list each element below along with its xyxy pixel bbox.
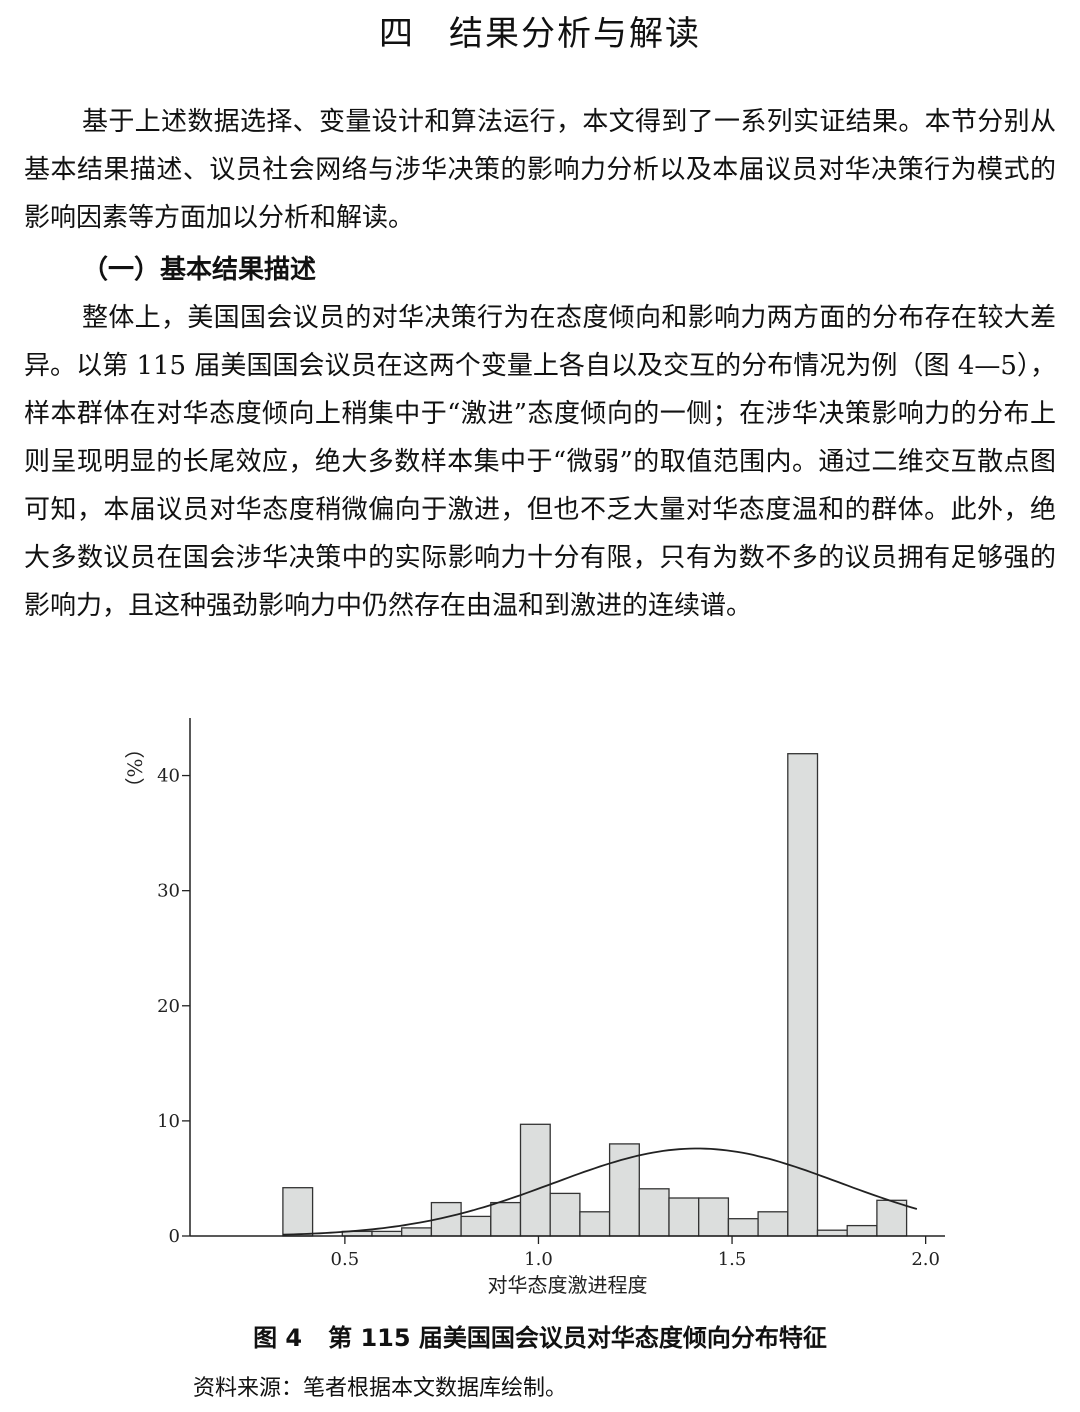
figure-title: 第 115 届美国国会议员对华态度倾向分布特征 (328, 1324, 827, 1352)
histogram-bar (282, 1187, 314, 1237)
histogram-bar (579, 1211, 611, 1237)
histogram-bar (757, 1211, 789, 1237)
figure-chart: 0 10 20 30 40 0.5 1.0 1.5 2.0 对华态度激进程度 （%） (120, 700, 980, 1310)
x-tick-label: 1.0 (524, 1249, 553, 1270)
y-tick-label: 40 (157, 766, 180, 787)
histogram-bar (668, 1197, 700, 1237)
histogram-bar (787, 753, 819, 1237)
figure-source: 资料来源：笔者根据本文数据库绘制。 (193, 1376, 568, 1401)
histogram-bar (727, 1218, 759, 1237)
x-axis-label: 对华态度激进程度 (488, 1273, 648, 1297)
histogram-bar (549, 1192, 581, 1237)
normal-curve (282, 1147, 918, 1236)
histogram-bar (698, 1197, 730, 1237)
histogram-bar (608, 1143, 640, 1237)
histogram-bar (846, 1224, 878, 1237)
x-tick-label: 2.0 (911, 1249, 940, 1270)
body-paragraph: 整体上，美国国会议员的对华决策行为在态度倾向和影响力两方面的分布存在较大差异。以… (24, 303, 1056, 621)
histogram-bar (460, 1215, 492, 1237)
figure-number: 图 4 (253, 1324, 303, 1352)
histogram-bar (876, 1199, 908, 1237)
figure-caption: 图 4 第 115 届美国国会议员对华态度倾向分布特征 (0, 1318, 1080, 1353)
y-tick-label: 0 (169, 1226, 180, 1247)
histogram-bar (401, 1227, 433, 1237)
histogram-bar (490, 1201, 522, 1237)
subsection-title: （一）基本结果描述 (82, 255, 317, 285)
y-axis-label: （%） (123, 738, 147, 797)
y-tick-label: 10 (157, 1111, 180, 1132)
x-tick-label: 1.5 (718, 1249, 747, 1270)
section-number: 四 (379, 14, 415, 54)
x-tick-label: 0.5 (331, 1249, 360, 1270)
y-tick-label: 20 (157, 996, 180, 1017)
section-title: 结果分析与解读 (449, 14, 701, 54)
histogram-bar (519, 1123, 551, 1237)
histogram-chart: 0 10 20 30 40 0.5 1.0 1.5 2.0 对华态度激进程度 （%） (123, 718, 945, 1297)
histogram-bar (816, 1229, 848, 1237)
y-tick-label: 30 (157, 881, 180, 902)
section-heading: 四结果分析与解读 (0, 6, 1080, 55)
histogram-bar (638, 1188, 670, 1237)
intro-paragraph: 基于上述数据选择、变量设计和算法运行，本文得到了一系列实证结果。本节分别从基本结… (24, 107, 1056, 233)
